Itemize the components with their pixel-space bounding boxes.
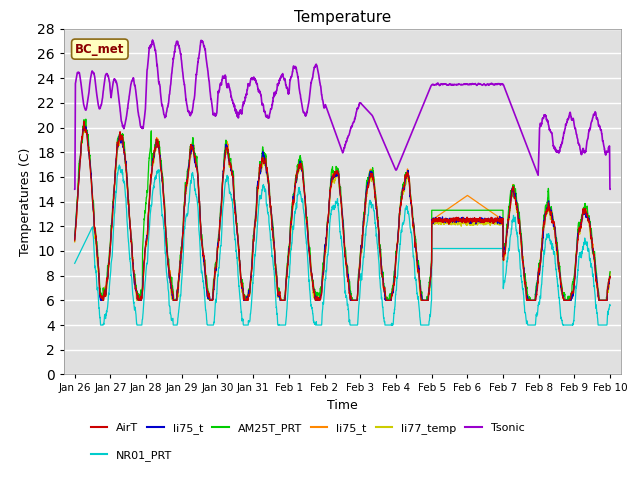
X-axis label: Time: Time bbox=[327, 399, 358, 412]
Legend: NR01_PRT: NR01_PRT bbox=[86, 446, 177, 466]
Y-axis label: Temperatures (C): Temperatures (C) bbox=[19, 147, 31, 256]
Text: BC_met: BC_met bbox=[75, 43, 125, 56]
Title: Temperature: Temperature bbox=[294, 10, 391, 25]
